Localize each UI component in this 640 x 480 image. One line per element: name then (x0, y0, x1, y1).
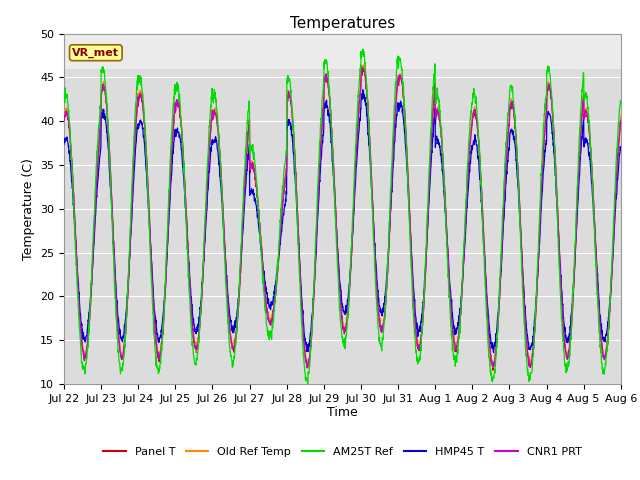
Bar (64, 34, 621, 69)
Y-axis label: Temperature (C): Temperature (C) (22, 158, 35, 260)
Legend: Panel T, Old Ref Temp, AM25T Ref, HMP45 T, CNR1 PRT: Panel T, Old Ref Temp, AM25T Ref, HMP45 … (99, 442, 586, 461)
Title: Temperatures: Temperatures (290, 16, 395, 31)
Text: VR_met: VR_met (72, 48, 119, 58)
X-axis label: Time: Time (327, 407, 358, 420)
